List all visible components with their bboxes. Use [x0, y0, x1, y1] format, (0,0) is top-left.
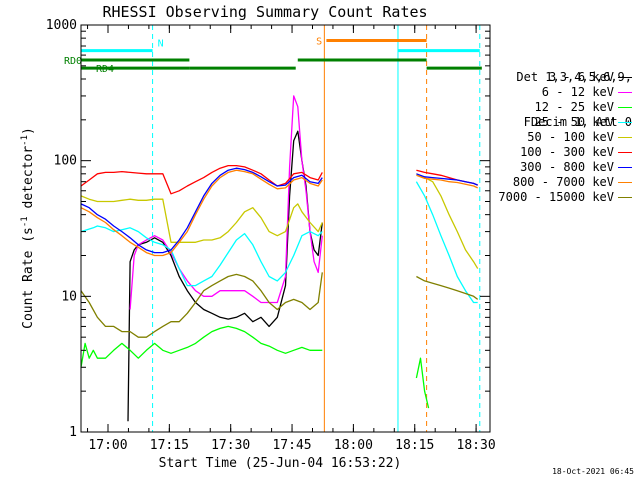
legend-entry-6: 100 - 300 keV: [498, 145, 632, 160]
legend-label-1: 3 - 6 keV: [548, 70, 614, 84]
legend-swatch-7: [618, 167, 632, 168]
timestamp: 18-Oct-2021 06:45: [552, 467, 634, 476]
x-axis-label: Start Time (25-Jun-04 16:53:22): [159, 456, 402, 471]
legend-label-8: 800 - 7000 keV: [512, 175, 614, 189]
legend-swatch-1: [618, 77, 632, 78]
x-axis: 17:00 17:15 17:30 17:45 18:00 18:15 18:30: [87, 25, 496, 453]
legend-entry-7: 300 - 800 keV: [498, 160, 632, 175]
legend-swatch-9: [618, 197, 632, 198]
series-line-4: [80, 181, 478, 304]
legend-label-6: 100 - 300 keV: [520, 145, 614, 159]
legend-label-2: 6 - 12 keV: [541, 85, 614, 99]
y-tick-label-1: 1: [69, 425, 77, 440]
series-line-6: [80, 164, 478, 195]
legend-label-5: 50 - 100 keV: [527, 130, 614, 144]
legend-swatch-8: [618, 182, 632, 183]
legend-header: Det 1,3,4,5,6,9, FDecim 1, Att 0: [516, 40, 632, 145]
legend-label-3: 12 - 25 keV: [534, 100, 614, 114]
y-axis-label: Count Rate (s-1 detector-1): [20, 127, 36, 329]
flag-label-rd4: RD4: [96, 64, 114, 75]
series-line-7: [80, 167, 478, 254]
y-label-part-4: -1: [20, 135, 30, 146]
chart-title: RHESSI Observing Summary Count Rates: [102, 3, 427, 21]
legend-swatch-2: [618, 92, 632, 93]
legend-swatch-5: [618, 137, 632, 138]
y-label-part-5: ): [21, 127, 36, 135]
x-tick-label-7: 18:30: [457, 438, 496, 453]
legend-swatch-6: [618, 152, 632, 153]
series-line-3: [80, 325, 430, 409]
series-line-9: [80, 272, 479, 338]
legend-entry-5: 50 - 100 keV: [498, 130, 632, 145]
y-label-part-1: Count Rate (s: [21, 227, 36, 329]
y-axis: 1 10 100 1000: [46, 18, 490, 440]
flag-label-rd0: RD0: [64, 56, 82, 67]
y-label-part-2: -1: [20, 216, 30, 227]
series-line-2: [129, 95, 323, 310]
legend-entry-8: 800 - 7000 keV: [498, 175, 632, 190]
legend-label-4: 25 - 50 keV: [534, 115, 614, 129]
y-tick-label-2: 10: [61, 289, 77, 304]
x-tick-label-3: 17:30: [211, 438, 250, 453]
series-line-8: [80, 169, 478, 257]
x-tick-label-1: 17:00: [88, 438, 127, 453]
legend-entry-3: 12 - 25 keV: [498, 100, 632, 115]
y-tick-label-4: 1000: [46, 18, 77, 33]
plot-frame: [80, 24, 491, 433]
x-tick-label-5: 18:00: [334, 438, 373, 453]
legend-swatch-4: [618, 122, 632, 123]
legend-entry-4: 25 - 50 keV: [498, 115, 632, 130]
legend-label-9: 7000 - 15000 keV: [498, 190, 614, 204]
legend-entry-2: 6 - 12 keV: [498, 85, 632, 100]
x-tick-label-2: 17:15: [150, 438, 189, 453]
legend-swatch-3: [618, 107, 632, 108]
flag-label-n: N: [158, 39, 164, 50]
legend-entry-1: 3 - 6 keV: [498, 70, 632, 85]
legend-entry-9: 7000 - 15000 keV: [498, 190, 632, 205]
plot-area: N S RD0 RD4: [64, 25, 482, 432]
y-label-part-3: detector: [21, 146, 36, 217]
legend-header-line-1: Det 1,3,4,5,6,9,: [516, 70, 632, 84]
legend-label-7: 300 - 800 keV: [520, 160, 614, 174]
flag-label-s: S: [316, 36, 322, 47]
y-tick-label-3: 100: [54, 154, 77, 169]
x-tick-label-6: 18:15: [395, 438, 434, 453]
x-tick-label-4: 17:45: [272, 438, 311, 453]
legend: 3 - 6 keV 6 - 12 keV 12 - 25 keV 25 - 50 ke…: [498, 70, 632, 205]
